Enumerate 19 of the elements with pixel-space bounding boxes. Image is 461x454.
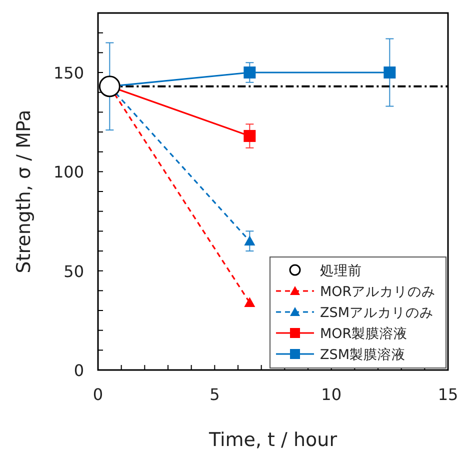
x-tick-label: 5: [210, 385, 220, 404]
y-tick-label: 150: [53, 64, 84, 82]
legend-label: ZSM製膜溶液: [320, 347, 406, 363]
point: [384, 66, 396, 78]
x-tick-label: 0: [92, 385, 104, 404]
x-tick-label: 15: [438, 385, 458, 404]
point: [244, 66, 256, 78]
legend-label: ZSMアルカリのみ: [320, 305, 434, 321]
x-axis-title: Time, t / hour: [208, 429, 338, 451]
legend-label: MORアルカリのみ: [320, 284, 436, 300]
point: [244, 130, 256, 142]
legend-label: 処理前: [320, 263, 362, 279]
y-tick-label: 0: [74, 361, 84, 380]
y-tick-label: 100: [53, 162, 84, 182]
y-tick-label: 50: [64, 262, 84, 281]
y-axis-title: Strength, σ / MPa: [13, 110, 35, 274]
legend-label: MOR製膜溶液: [320, 326, 408, 342]
x-tick-label: 10: [321, 385, 342, 404]
point: [98, 76, 120, 98]
